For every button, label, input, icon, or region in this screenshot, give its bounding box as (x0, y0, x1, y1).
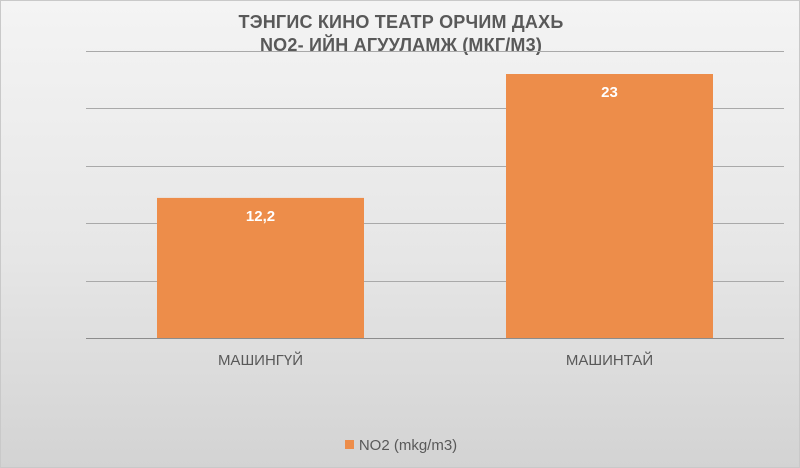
legend: NO2 (mkg/m3) (1, 437, 799, 454)
data-label-1: 12,2 (246, 208, 275, 225)
chart-title-line-2: NO2- ИЙН АГУУЛАМЖ (МКГ/М3) (259, 35, 543, 55)
category-label-1: МАШИНГҮЙ (218, 351, 303, 369)
legend-swatch (344, 440, 354, 449)
legend-label: NO2 (mkg/m3) (358, 437, 458, 454)
chart-title-line-1: ТЭНГИС КИНО ТЕАТР ОРЧИМ ДАХЬ (238, 12, 564, 32)
bar-1 (157, 197, 364, 338)
chart-title: ТЭНГИС КИНО ТЕАТР ОРЧИМ ДАХЬ NO2- ИЙН АГ… (1, 11, 799, 57)
data-label-2: 23 (601, 84, 618, 101)
category-label-2: МАШИНТАЙ (566, 351, 653, 369)
bar-2 (506, 74, 713, 338)
